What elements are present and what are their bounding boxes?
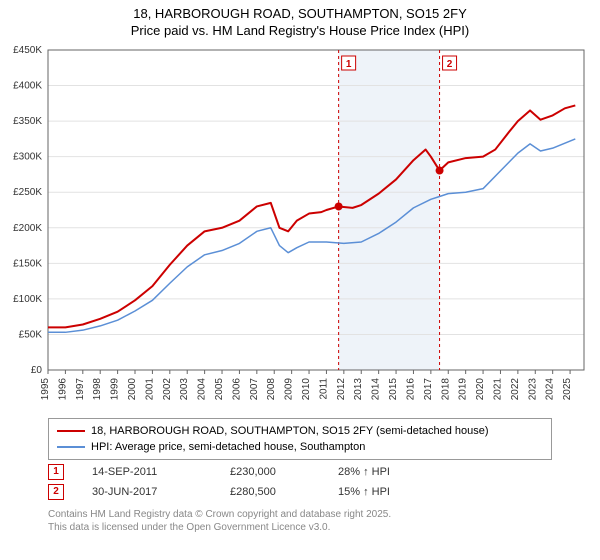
- svg-text:2: 2: [447, 59, 453, 70]
- legend-swatch-1: [57, 430, 85, 432]
- svg-text:2019: 2019: [458, 378, 469, 401]
- svg-text:1995: 1995: [40, 378, 51, 401]
- svg-text:2011: 2011: [318, 378, 329, 400]
- svg-text:2004: 2004: [197, 378, 208, 401]
- legend-row-2: HPI: Average price, semi-detached house,…: [57, 439, 543, 455]
- svg-text:1996: 1996: [57, 378, 68, 401]
- title-line-2: Price paid vs. HM Land Registry's House …: [0, 23, 600, 40]
- sale-row: 2 30-JUN-2017 £280,500 15% ↑ HPI: [48, 482, 438, 502]
- svg-text:2000: 2000: [127, 378, 138, 401]
- svg-text:£200K: £200K: [13, 223, 42, 234]
- sales-table: 1 14-SEP-2011 £230,000 28% ↑ HPI 2 30-JUN-201…: [48, 462, 438, 502]
- svg-text:2002: 2002: [162, 378, 173, 401]
- sale-date: 14-SEP-2011: [92, 462, 202, 482]
- legend-swatch-2: [57, 446, 85, 448]
- legend-label-1: 18, HARBOROUGH ROAD, SOUTHAMPTON, SO15 2…: [91, 423, 489, 439]
- svg-text:£350K: £350K: [13, 116, 42, 127]
- svg-text:£100K: £100K: [13, 294, 42, 305]
- svg-text:1997: 1997: [75, 378, 86, 401]
- legend-label-2: HPI: Average price, semi-detached house,…: [91, 439, 365, 455]
- sale-date: 30-JUN-2017: [92, 482, 202, 502]
- chart-title: 18, HARBOROUGH ROAD, SOUTHAMPTON, SO15 2…: [0, 0, 600, 40]
- svg-text:2003: 2003: [179, 378, 190, 401]
- sale-diff: 28% ↑ HPI: [338, 462, 438, 482]
- svg-text:£450K: £450K: [13, 45, 42, 56]
- svg-text:1: 1: [346, 59, 352, 70]
- svg-text:£250K: £250K: [13, 187, 42, 198]
- svg-text:2008: 2008: [266, 378, 277, 401]
- legend: 18, HARBOROUGH ROAD, SOUTHAMPTON, SO15 2…: [48, 418, 552, 460]
- sale-diff: 15% ↑ HPI: [338, 482, 438, 502]
- legend-row-1: 18, HARBOROUGH ROAD, SOUTHAMPTON, SO15 2…: [57, 423, 543, 439]
- title-line-1: 18, HARBOROUGH ROAD, SOUTHAMPTON, SO15 2…: [0, 6, 600, 23]
- svg-text:£150K: £150K: [13, 258, 42, 269]
- svg-text:2006: 2006: [231, 378, 242, 401]
- svg-text:2014: 2014: [371, 378, 382, 401]
- sale-price: £230,000: [230, 462, 310, 482]
- svg-text:£400K: £400K: [13, 81, 42, 92]
- svg-text:2017: 2017: [423, 378, 434, 401]
- svg-text:1999: 1999: [110, 378, 121, 401]
- svg-text:2020: 2020: [475, 378, 486, 401]
- footer-line-1: Contains HM Land Registry data © Crown c…: [48, 508, 391, 521]
- chart-container: 18, HARBOROUGH ROAD, SOUTHAMPTON, SO15 2…: [0, 0, 600, 560]
- svg-text:2023: 2023: [527, 378, 538, 401]
- svg-text:1998: 1998: [92, 378, 103, 401]
- sale-price: £280,500: [230, 482, 310, 502]
- svg-text:2010: 2010: [301, 378, 312, 401]
- sale-marker: 2: [48, 484, 64, 500]
- svg-text:2009: 2009: [284, 378, 295, 401]
- line-chart: £0 £50K £100K £150K £200K £250K £300K £350K £400…: [0, 42, 600, 412]
- svg-text:2022: 2022: [510, 378, 521, 401]
- svg-text:£300K: £300K: [13, 152, 42, 163]
- sale-marker: 1: [48, 464, 64, 480]
- sale-row: 1 14-SEP-2011 £230,000 28% ↑ HPI: [48, 462, 438, 482]
- footer-line-2: This data is licensed under the Open Gov…: [48, 521, 391, 534]
- svg-text:2015: 2015: [388, 378, 399, 401]
- svg-text:£50K: £50K: [19, 329, 43, 340]
- svg-text:2025: 2025: [562, 378, 573, 401]
- svg-text:2021: 2021: [492, 378, 503, 401]
- footer: Contains HM Land Registry data © Crown c…: [48, 508, 391, 534]
- svg-text:2005: 2005: [214, 378, 225, 401]
- svg-text:2007: 2007: [249, 378, 260, 401]
- svg-text:2018: 2018: [440, 378, 451, 401]
- svg-text:2024: 2024: [545, 378, 556, 401]
- svg-text:£0: £0: [31, 365, 43, 376]
- svg-text:2013: 2013: [353, 378, 364, 401]
- svg-text:2001: 2001: [144, 378, 155, 401]
- svg-text:2016: 2016: [405, 378, 416, 401]
- svg-text:2012: 2012: [336, 378, 347, 401]
